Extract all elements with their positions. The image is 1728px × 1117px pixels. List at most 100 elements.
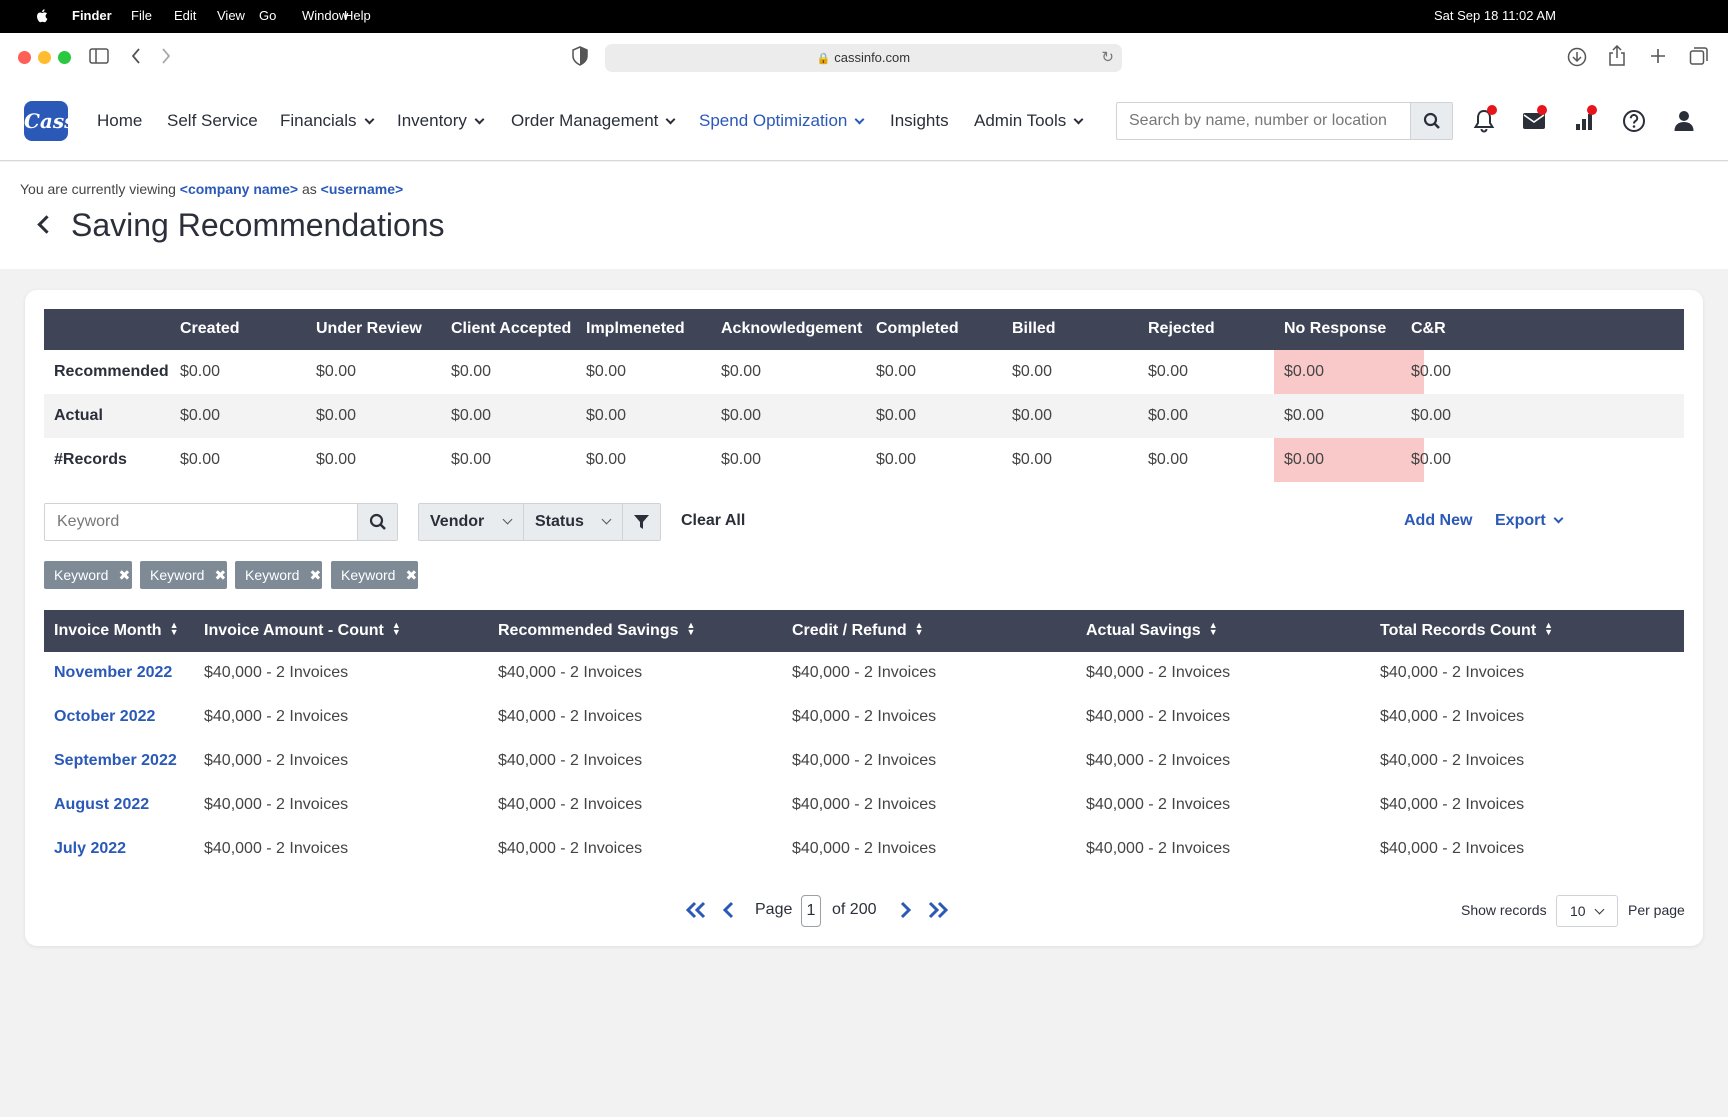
os-menu-view[interactable]: View (217, 8, 245, 23)
table-cell: $40,000 - 2 Invoices (204, 840, 349, 857)
table-cell: $40,000 - 2 Invoices (792, 840, 937, 857)
os-menu-edit[interactable]: Edit (174, 8, 197, 23)
previous-page-icon[interactable] (717, 899, 741, 921)
summary-col-billed: Billed (1012, 320, 1056, 337)
col-invoice-month[interactable]: Invoice Month ▲ ▼ (54, 619, 179, 640)
viewing-as: as (301, 181, 317, 197)
invoice-month-link[interactable]: August 2022 (54, 796, 150, 813)
user-account-icon[interactable] (1671, 108, 1697, 134)
last-page-icon[interactable] (926, 899, 950, 921)
status-dropdown[interactable]: Status (524, 504, 622, 540)
summary-cell: $0.00 (721, 451, 762, 468)
col-credit-refund[interactable]: Credit / Refund ▲ ▼ (792, 620, 924, 640)
main-navigation: Cass Home Self Service Financials Invent… (0, 81, 1728, 161)
os-app-name[interactable]: Finder (72, 8, 112, 23)
username-link[interactable]: <username> (320, 181, 404, 197)
nav-inventory[interactable]: Inventory (397, 111, 485, 131)
nav-admin-tools[interactable]: Admin Tools (974, 111, 1084, 131)
sidebar-toggle-icon[interactable] (89, 47, 109, 65)
records-per-page-select[interactable]: 10 (1556, 895, 1618, 927)
downloads-icon[interactable] (1567, 47, 1587, 67)
keyword-search-input[interactable] (45, 504, 357, 540)
invoice-month-link[interactable]: July 2022 (54, 840, 127, 857)
help-icon[interactable] (1621, 108, 1647, 134)
back-chevron-icon[interactable] (37, 215, 56, 234)
apple-icon[interactable] (36, 8, 48, 23)
os-clock: Sat Sep 18 11:02 AM (1434, 8, 1556, 23)
window-close-button[interactable] (18, 51, 31, 64)
browser-forward-icon[interactable] (160, 47, 172, 65)
company-name-link[interactable]: <company name> (179, 181, 299, 197)
col-recommended-savings[interactable]: Recommended Savings ▲ ▼ (498, 620, 695, 640)
summary-cell: $0.00 (1284, 363, 1325, 380)
reload-icon[interactable]: ↻ (1101, 49, 1114, 66)
invoice-month-link[interactable]: November 2022 (54, 664, 173, 681)
keyword-search-button[interactable] (357, 504, 397, 540)
invoice-month-link[interactable]: September 2022 (54, 752, 177, 769)
close-icon[interactable]: ✖ (214, 567, 227, 583)
sort-icon: ▲ ▼ (169, 619, 179, 637)
browser-back-icon[interactable] (130, 47, 142, 65)
address-bar[interactable]: 🔒 cassinfo.com ↻ (605, 44, 1122, 72)
sort-icon: ▲ ▼ (1544, 619, 1554, 637)
add-new-link[interactable]: Add New (1404, 512, 1473, 529)
vendor-dropdown[interactable]: Vendor (419, 504, 523, 540)
summary-col-client-accepted: Client Accepted (451, 320, 572, 337)
os-menu-help[interactable]: Help (344, 8, 371, 23)
window-minimize-button[interactable] (38, 51, 51, 64)
first-page-icon[interactable] (684, 899, 708, 921)
summary-cell: $0.00 (1012, 451, 1053, 468)
tab-overview-icon[interactable] (1689, 46, 1709, 66)
nav-order-management[interactable]: Order Management (511, 111, 676, 131)
summary-cell: $0.00 (586, 451, 627, 468)
close-icon[interactable]: ✖ (118, 567, 131, 583)
os-menu-file[interactable]: File (131, 8, 152, 23)
global-search-button[interactable] (1410, 103, 1452, 139)
new-tab-icon[interactable] (1649, 47, 1667, 65)
status-dropdown-label: Status (535, 513, 584, 530)
table-cell: $40,000 - 2 Invoices (1086, 752, 1231, 769)
summary-cell: $0.00 (180, 363, 221, 380)
nav-spend-optimization[interactable]: Spend Optimization (699, 111, 865, 131)
page-title: Saving Recommendations (71, 207, 445, 243)
nav-home-label: Home (97, 111, 143, 130)
window-zoom-button[interactable] (58, 51, 71, 64)
nav-self-service[interactable]: Self Service (167, 111, 258, 131)
mail-icon[interactable] (1521, 108, 1547, 134)
current-page-input[interactable]: 1 (801, 895, 821, 927)
nav-insights[interactable]: Insights (890, 111, 949, 131)
nav-home[interactable]: Home (97, 111, 142, 131)
col-invoice-amount[interactable]: Invoice Amount - Count ▲ ▼ (204, 620, 401, 640)
bell-notification-dot (1487, 105, 1497, 115)
export-dropdown[interactable]: Export (1495, 512, 1564, 530)
share-icon[interactable] (1608, 45, 1626, 67)
os-menu-go[interactable]: Go (259, 8, 277, 23)
summary-cell: $0.00 (1148, 451, 1189, 468)
invoice-month-link[interactable]: October 2022 (54, 708, 156, 725)
export-label: Export (1495, 512, 1546, 529)
col-total-records[interactable]: Total Records Count ▲ ▼ (1380, 619, 1554, 640)
next-page-icon[interactable] (893, 899, 917, 921)
chevron-down-icon (1594, 904, 1605, 915)
summary-cell: $0.00 (586, 363, 627, 380)
summary-cell: $0.00 (451, 407, 492, 424)
summary-cell: $0.00 (180, 451, 221, 468)
filter-button[interactable] (623, 504, 660, 540)
main-card: Created Under Review Client Accepted Imp… (25, 290, 1703, 946)
privacy-shield-icon[interactable] (572, 46, 588, 66)
table-row: July 2022 $40,000 - 2 Invoices $40,000 -… (44, 828, 1684, 872)
analytics-icon[interactable] (1571, 108, 1597, 134)
global-search-input[interactable] (1117, 103, 1411, 139)
close-icon[interactable]: ✖ (309, 567, 322, 583)
os-menu-window[interactable]: Window (302, 8, 349, 23)
close-icon[interactable]: ✖ (405, 567, 418, 583)
cass-logo[interactable]: Cass (24, 101, 75, 141)
summary-cell: $0.00 (1148, 363, 1189, 380)
page-header: You are currently viewing <company name>… (0, 162, 1728, 269)
divider (622, 504, 623, 540)
col-actual-savings[interactable]: Actual Savings ▲ ▼ (1086, 620, 1218, 640)
filter-dropdown-group: Vendor Status (418, 503, 661, 541)
clear-all-link[interactable]: Clear All (681, 512, 746, 529)
nav-financials[interactable]: Financials (280, 111, 374, 131)
filter-funnel-icon (634, 515, 649, 529)
